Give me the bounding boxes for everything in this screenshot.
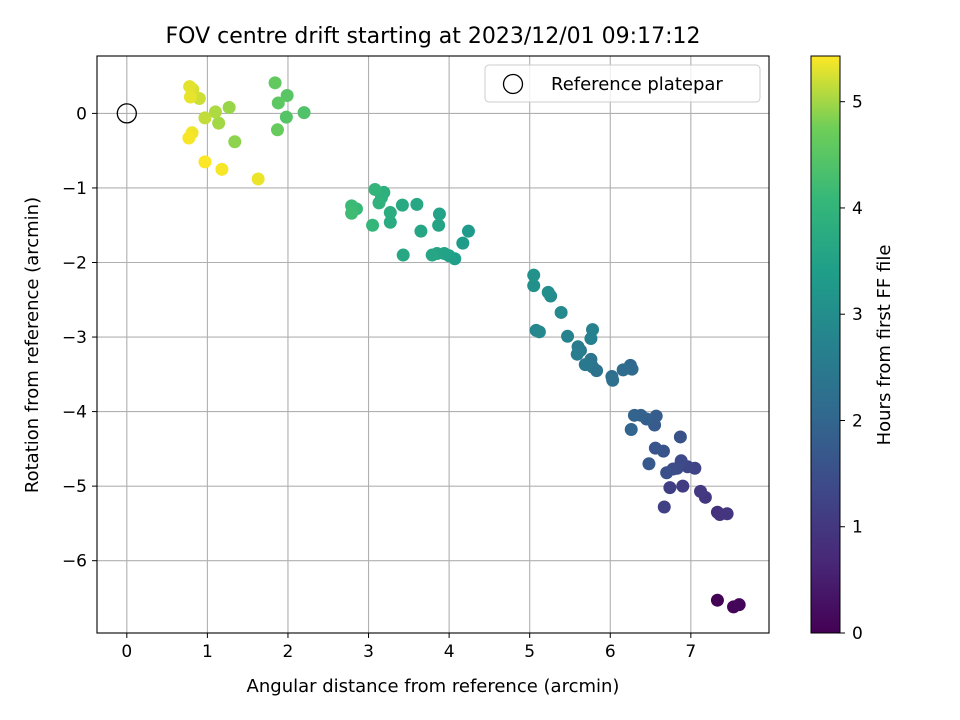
y-tick-label: −2 [62,253,87,273]
data-point [554,305,568,319]
data-point [527,279,541,293]
data-point [657,500,671,514]
data-point [616,363,630,377]
data-point [183,80,197,94]
data-point [222,100,236,114]
data-point [663,481,677,495]
data-point [383,215,397,229]
data-point [532,325,546,339]
data-point [527,268,541,282]
x-tick-label: 1 [202,642,213,662]
y-tick-label: −5 [62,477,87,497]
colorbar-tick-label: 3 [852,305,863,325]
data-point [578,358,592,372]
data-point [676,479,690,493]
data-point [270,123,284,137]
data-point [297,106,311,120]
legend-box [484,64,761,103]
data-point [570,347,584,361]
legend-marker [502,73,524,95]
data-point [251,172,265,186]
data-point [372,196,386,210]
x-tick-label: 6 [605,642,616,662]
data-point [541,285,555,299]
data-point [432,218,446,232]
x-tick-label: 0 [121,642,132,662]
data-point [648,441,662,455]
data-point [461,224,475,238]
data-point [627,408,641,422]
data-point [182,131,196,145]
data-point [456,236,470,250]
plot-frame [96,55,770,634]
data-point [198,155,212,169]
colorbar-tick-label: 2 [852,411,863,431]
data-point [271,96,285,110]
colorbar-label: Hours from first FF file [874,245,895,446]
data-point [720,507,734,521]
scatter-points [182,76,746,614]
data-point [673,430,687,444]
colorbar-tick-label: 4 [852,199,863,219]
data-point [606,373,620,387]
data-point [660,466,674,480]
data-point [561,329,575,343]
data-point [584,332,598,346]
colorbar-tick-label: 0 [852,624,863,644]
x-tick-label: 5 [524,642,535,662]
y-axis-ticks: 0 −1 −2 −3 −4 −5 −6 [62,104,97,572]
data-point [183,90,197,104]
x-tick-label: 4 [444,642,455,662]
x-tick-label: 2 [283,642,294,662]
data-point [410,197,424,211]
x-axis-ticks: 0 1 2 3 4 5 6 7 [121,633,696,662]
data-point [345,206,359,220]
data-point [732,598,746,612]
plot-area [97,56,769,633]
data-point [366,218,380,232]
colorbar-tick-label: 1 [852,518,863,538]
data-point [396,248,410,262]
data-point [228,135,242,149]
x-tick-label: 3 [363,642,374,662]
data-point [395,198,409,212]
legend-label: Reference platepar [551,74,723,95]
data-point [368,182,382,196]
data-point [280,89,294,103]
y-tick-label: −4 [62,403,87,423]
colorbar-tick-label: 5 [852,93,863,113]
y-axis-label: Rotation from reference (arcmin) [22,197,43,493]
data-point [694,484,708,498]
data-point [425,248,439,262]
data-point [215,162,229,176]
data-point [208,105,222,119]
data-point [198,111,212,125]
data-point [268,76,282,90]
legend: Reference platepar [484,64,761,103]
chart-title: FOV centre drift starting at 2023/12/01 … [166,24,701,49]
data-point [414,224,428,238]
colorbar [810,55,841,634]
data-point [279,110,293,124]
data-point [212,116,226,130]
x-tick-label: 7 [685,642,696,662]
x-axis-label: Angular distance from reference (arcmin) [247,676,620,697]
y-tick-label: −6 [62,552,87,572]
data-point [383,206,397,220]
y-tick-label: 0 [76,104,87,124]
data-point [642,457,656,471]
data-point [710,593,724,607]
reference-platepar-marker [116,103,137,124]
data-point [624,422,638,436]
y-tick-label: −3 [62,328,87,348]
y-tick-label: −1 [62,179,87,199]
data-point [432,207,446,221]
colorbar-ticks: 0 1 2 3 4 5 [840,93,863,644]
